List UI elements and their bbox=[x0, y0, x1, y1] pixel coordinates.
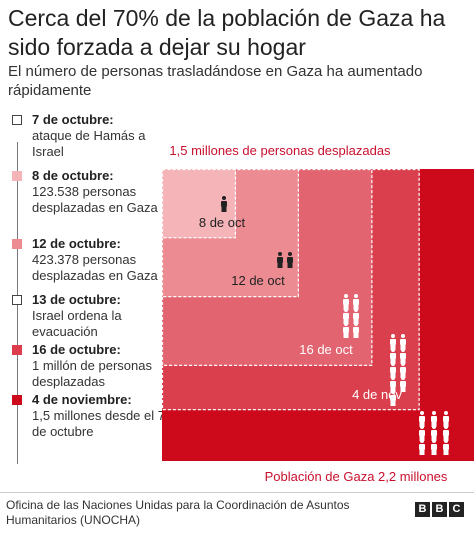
source-note: Oficina de las Naciones Unidas para la C… bbox=[6, 498, 350, 527]
person-icon bbox=[390, 348, 396, 364]
displaced-label: 1,5 millones de personas desplazadas bbox=[169, 143, 391, 158]
person-icon bbox=[343, 294, 349, 310]
person-icon bbox=[353, 308, 359, 324]
timeline-desc: ataque de Hamás a Israel bbox=[32, 128, 146, 159]
person-icon bbox=[221, 196, 227, 212]
person-icon bbox=[353, 294, 359, 310]
person-icon bbox=[400, 348, 406, 364]
timeline-desc: 1,5 millones desde el 7 de octubre bbox=[32, 408, 165, 439]
bbc-logo-letter: B bbox=[415, 502, 430, 517]
timeline-desc: Israel ordena la evacuación bbox=[32, 308, 122, 339]
timeline-marker bbox=[12, 295, 22, 305]
person-icon bbox=[390, 362, 396, 378]
person-icon bbox=[390, 376, 396, 392]
person-icon bbox=[419, 411, 425, 427]
person-icon bbox=[343, 322, 349, 338]
person-icon bbox=[390, 390, 396, 406]
timeline-desc: 123.538 personas desplazadas en Gaza bbox=[32, 184, 158, 215]
displacement-chart: 8 de oct 12 de oct 16 de oct 4 de nov 1,5 mi… bbox=[161, 143, 474, 484]
timeline-date: 8 de octubre: bbox=[32, 168, 114, 183]
person-icon bbox=[443, 411, 449, 427]
population-label: Población de Gaza 2,2 millones bbox=[265, 469, 448, 484]
timeline-date: 16 de octubre: bbox=[32, 342, 121, 357]
displaced-block-outline bbox=[161, 168, 237, 239]
person-icon bbox=[419, 425, 425, 441]
person-icon bbox=[419, 439, 425, 455]
person-icon bbox=[443, 425, 449, 441]
person-icon bbox=[431, 439, 437, 455]
person-icon bbox=[390, 334, 396, 350]
footer-divider bbox=[0, 492, 474, 493]
person-icon bbox=[443, 439, 449, 455]
bbc-logo: B B C bbox=[415, 502, 464, 517]
timeline: 7 de octubre: ataque de Hamás a Israel 8… bbox=[10, 112, 170, 470]
page-subtitle: El número de personas trasladándose en G… bbox=[8, 63, 423, 99]
timeline-marker bbox=[12, 395, 22, 405]
person-icon bbox=[287, 252, 293, 268]
timeline-marker bbox=[12, 239, 22, 249]
person-icon bbox=[431, 425, 437, 441]
timeline-desc: 1 millón de personas desplazadas bbox=[32, 358, 152, 389]
timeline-marker bbox=[12, 115, 22, 125]
timeline-desc: 423.378 personas desplazadas en Gaza bbox=[32, 252, 158, 283]
timeline-date: 12 de octubre: bbox=[32, 236, 121, 251]
displaced-block-outline bbox=[161, 168, 420, 411]
person-icon bbox=[431, 411, 437, 427]
person-icon bbox=[353, 322, 359, 338]
page-title: Cerca del 70% de la población de Gaza ha… bbox=[8, 5, 446, 60]
timeline-date: 7 de octubre: bbox=[32, 112, 114, 127]
person-icon bbox=[277, 252, 283, 268]
timeline-marker bbox=[12, 345, 22, 355]
bbc-logo-letter: C bbox=[449, 502, 464, 517]
person-icon bbox=[400, 334, 406, 350]
person-icon bbox=[400, 376, 406, 392]
timeline-date: 4 de noviembre: bbox=[32, 392, 132, 407]
series-label: 8 de oct bbox=[199, 215, 246, 230]
person-icon bbox=[343, 308, 349, 324]
series-label: 4 de nov bbox=[352, 387, 402, 402]
timeline-marker bbox=[12, 171, 22, 181]
bbc-logo-letter: B bbox=[432, 502, 447, 517]
series-label: 16 de oct bbox=[299, 342, 353, 357]
person-icon bbox=[400, 362, 406, 378]
series-label: 12 de oct bbox=[231, 273, 285, 288]
timeline-date: 13 de octubre: bbox=[32, 292, 121, 307]
